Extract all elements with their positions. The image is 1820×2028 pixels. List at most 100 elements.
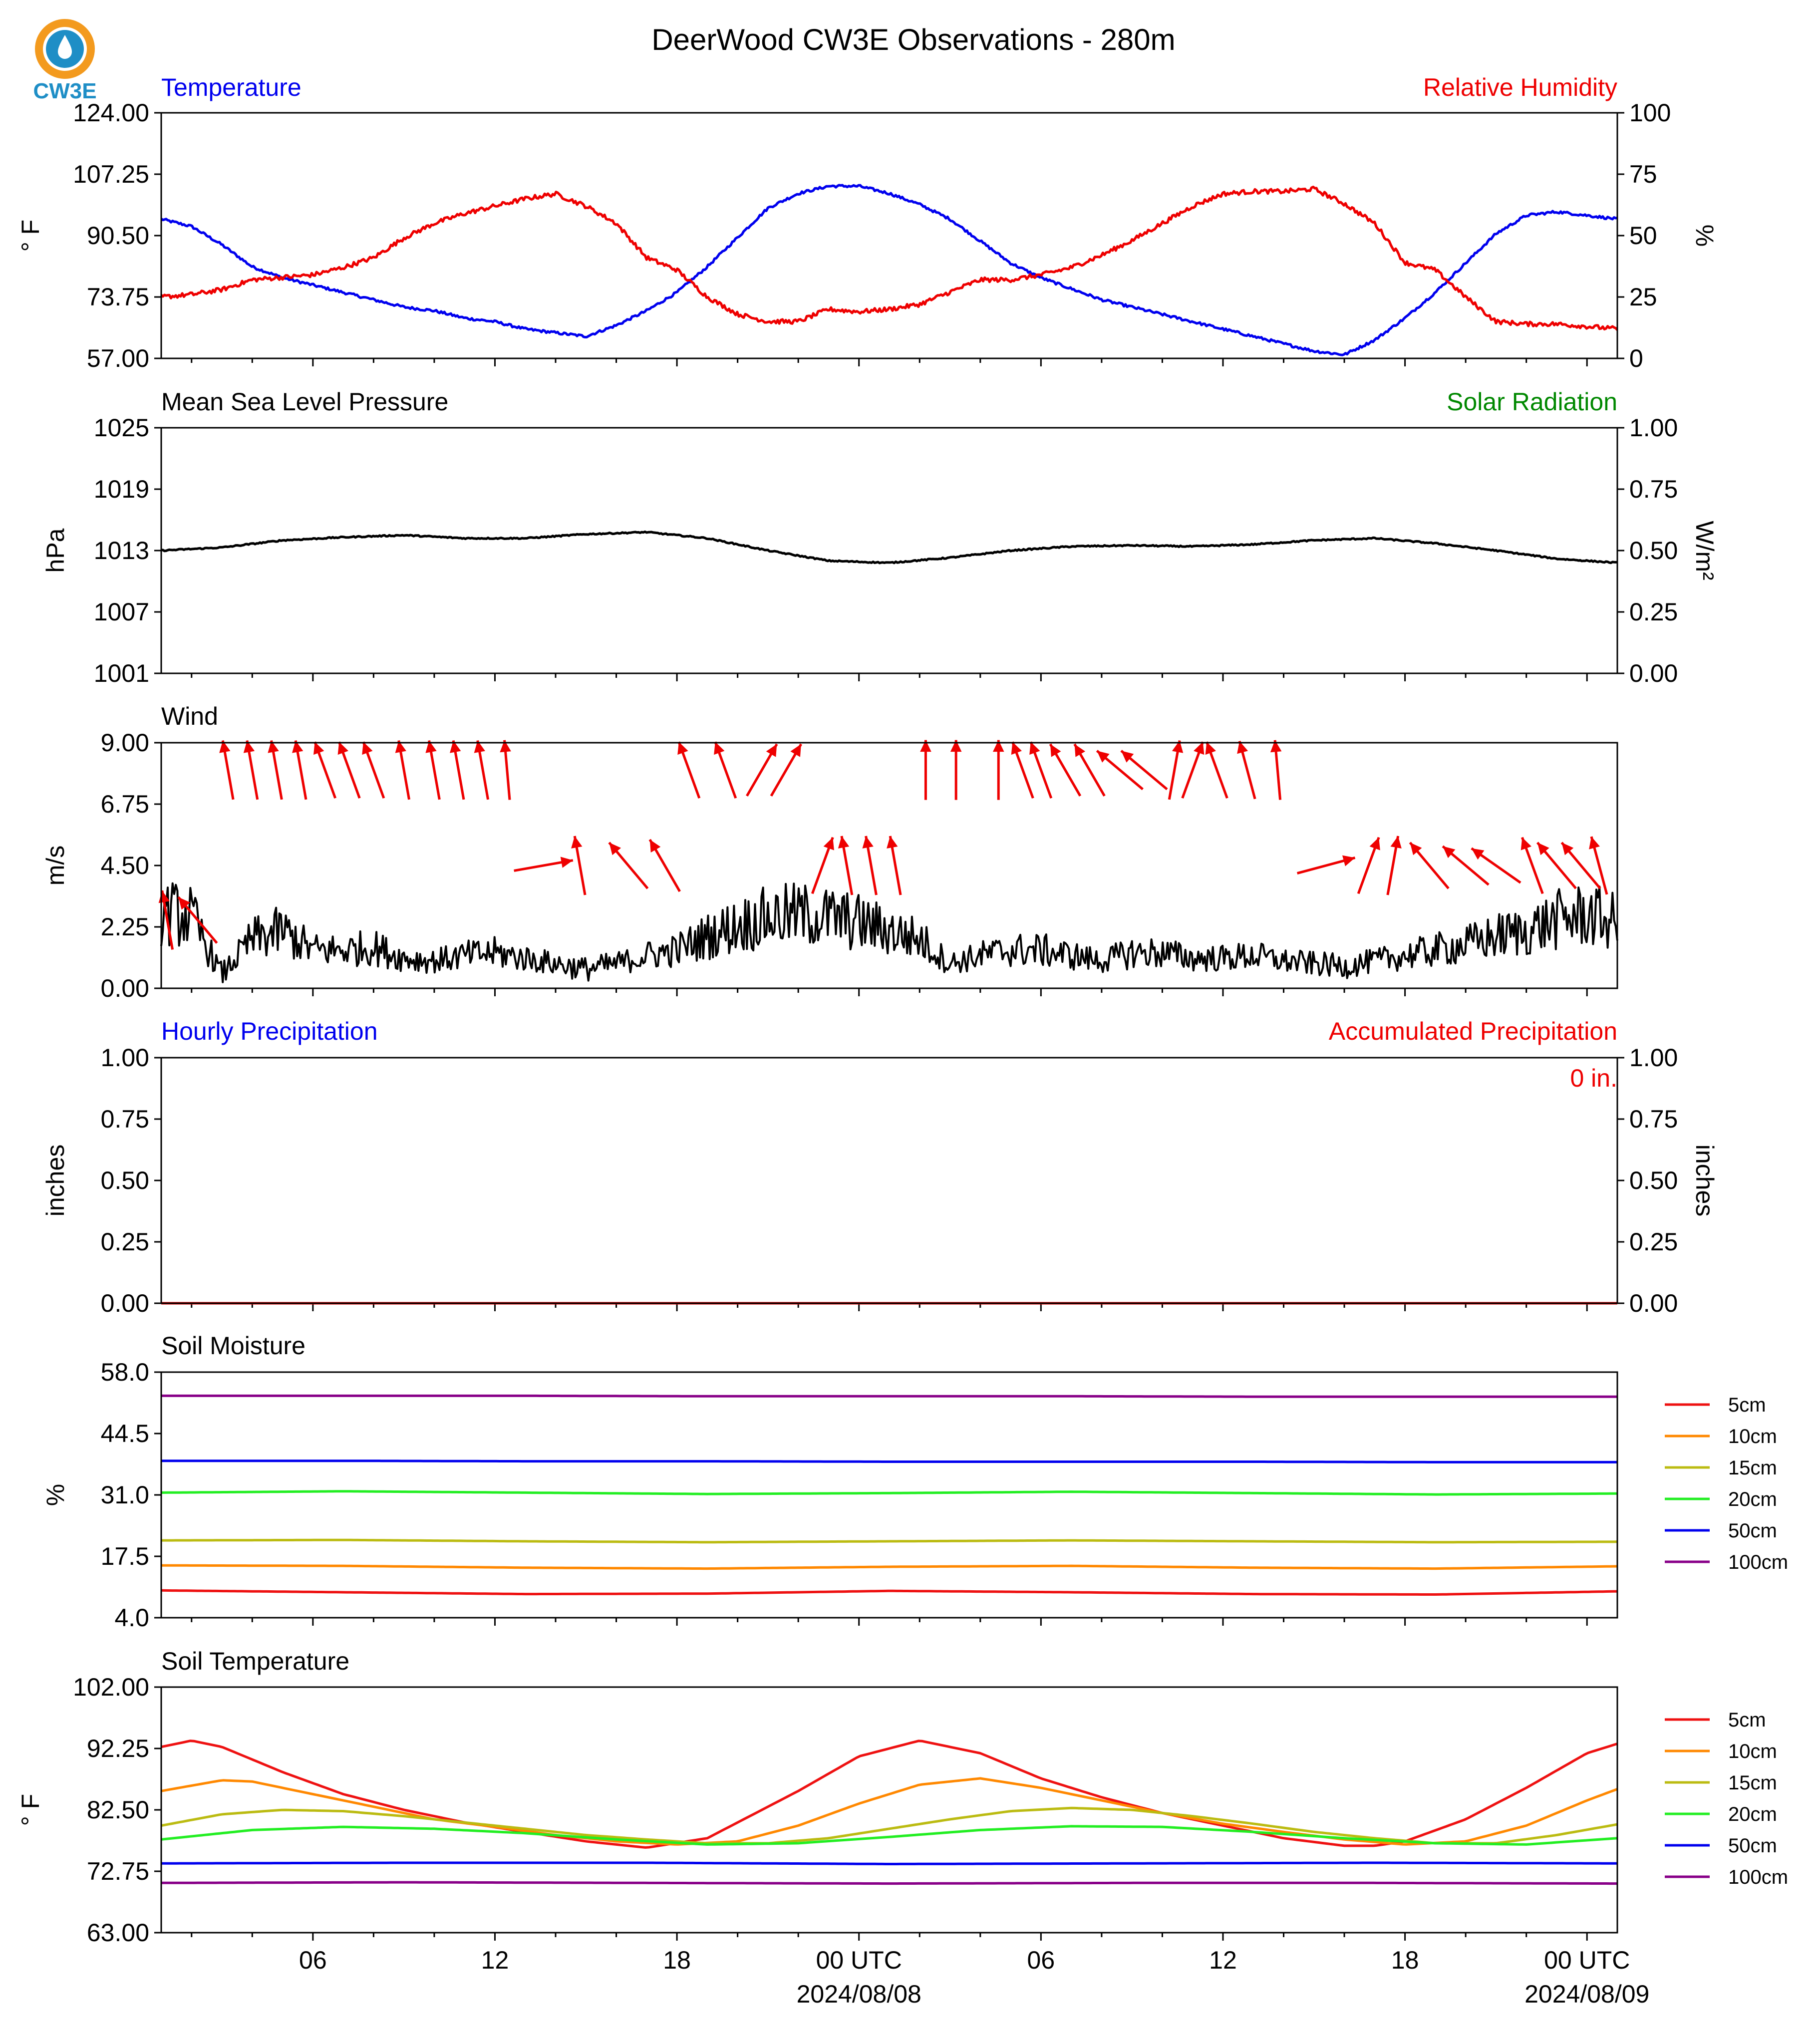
- ytick-label: 1019: [94, 475, 149, 503]
- legend-label: 50cm: [1728, 1520, 1777, 1542]
- series-line-5cm: [161, 1589, 1618, 1596]
- ytick-label: 1007: [94, 598, 149, 626]
- xtick-label: 12: [481, 1946, 509, 1974]
- legend-label: 100cm: [1728, 1551, 1788, 1573]
- legend-label: 15cm: [1728, 1457, 1777, 1479]
- ytick-label: 44.5: [101, 1420, 149, 1448]
- humidity-title: Relative Humidity: [1423, 73, 1617, 101]
- pressure-solar-panel: Mean Sea Level Pressure Solar Radiation …: [41, 388, 1719, 687]
- ytick-right-label: 0.50: [1629, 1166, 1678, 1194]
- ytick-right-label: 25: [1629, 283, 1657, 311]
- ytick-label: 2.25: [101, 913, 149, 941]
- precip-ylabel: inches: [41, 1145, 69, 1217]
- xtick-label: 06: [1027, 1946, 1055, 1974]
- wind-arrow: [425, 740, 441, 800]
- wind-arrow: [395, 740, 411, 800]
- legend-label: 100cm: [1728, 1866, 1788, 1888]
- wind-arrow: [887, 836, 902, 895]
- ytick-right-label: 1.00: [1629, 414, 1678, 442]
- shared-x-axis: 06 12 18 00 UTC 06 12 18 00 UTC 2024/08/08 2024/0…: [299, 1946, 1649, 2008]
- legend-label: 20cm: [1728, 1488, 1777, 1510]
- ytick-label: 57.00: [87, 344, 149, 372]
- accumulated-precip-title: Accumulated Precipitation: [1329, 1017, 1617, 1045]
- wind-panel: Wind 0.00 2.25 4.50 6.75 9.00 m/s: [41, 702, 1618, 1002]
- wind-arrow: [770, 743, 803, 797]
- wind-ylabel: m/s: [41, 846, 69, 886]
- xtick-label: 00 UTC: [1544, 1946, 1630, 1974]
- ytick-label: 17.5: [101, 1542, 149, 1570]
- wind-arrow: [1237, 741, 1256, 800]
- wind-arrow: [362, 741, 385, 799]
- wind-arrow: [313, 741, 337, 799]
- wind-arrow: [1536, 842, 1577, 889]
- wind-arrow: [1409, 842, 1450, 889]
- xtick-label: 18: [1391, 1946, 1419, 1974]
- wind-arrow: [268, 740, 283, 800]
- soil-moisture-plot-frame: [160, 1371, 1618, 1619]
- temperature-humidity-panel: Temperature Relative Humidity 57.00 73.75…: [16, 73, 1719, 372]
- series-line-10cm: [161, 1564, 1618, 1570]
- series-line-temperature: [160, 184, 1618, 356]
- series-line-50cm: [161, 1861, 1617, 1865]
- date-label: 2024/08/08: [797, 1980, 921, 2008]
- series-line-pressure: [161, 530, 1617, 565]
- ytick-label: 124.00: [73, 99, 149, 127]
- wind-arrow: [992, 740, 1004, 800]
- ytick-label: 0.25: [101, 1228, 149, 1256]
- temperature-ylabel: ° F: [16, 220, 44, 252]
- precip-ylabel-right: inches: [1691, 1145, 1719, 1217]
- ytick-label: 73.75: [87, 283, 149, 311]
- pressure-ylabel: hPa: [41, 528, 69, 573]
- date-label: 2024/08/09: [1524, 1980, 1649, 2008]
- solar-title: Solar Radiation: [1447, 388, 1617, 416]
- xtick-label: 18: [663, 1946, 691, 1974]
- wind-arrow: [1049, 743, 1082, 797]
- soil-temperature-title: Soil Temperature: [161, 1647, 349, 1675]
- wind-arrow: [1181, 741, 1205, 799]
- cw3e-logo: CW3E: [33, 19, 97, 103]
- ytick-label: 1001: [94, 659, 149, 687]
- series-line-15cm: [161, 1538, 1618, 1544]
- wind-arrow: [1520, 837, 1544, 894]
- wind-arrow: [474, 740, 490, 800]
- soil-moisture-ylabel: %: [41, 1484, 69, 1506]
- wind-arrow: [838, 836, 854, 895]
- legend-label: 50cm: [1728, 1835, 1777, 1857]
- wind-arrow: [337, 741, 361, 799]
- wind-arrow: [648, 839, 681, 892]
- series-line-20cm: [161, 1825, 1618, 1846]
- hourly-precip-title: Hourly Precipitation: [161, 1017, 378, 1045]
- ytick-label: 90.50: [87, 222, 149, 250]
- series-line-wind-speed: [160, 882, 1618, 983]
- wind-arrow: [811, 837, 834, 894]
- wind-arrow: [714, 741, 737, 799]
- soil-temperature-ylabel: ° F: [16, 1794, 44, 1826]
- wind-arrow: [1029, 741, 1053, 799]
- wind-arrow: [862, 836, 878, 895]
- ytick-right-label: 0.00: [1629, 1289, 1678, 1317]
- accumulated-precip-annotation: 0 in.: [1570, 1064, 1617, 1092]
- solar-ylabel: W/m²: [1691, 521, 1719, 580]
- temperature-title: Temperature: [161, 73, 302, 101]
- ytick-label: 102.00: [73, 1673, 149, 1701]
- series-line-15cm: [161, 1806, 1618, 1845]
- wind-arrow: [746, 743, 778, 797]
- pressure-title: Mean Sea Level Pressure: [161, 388, 448, 416]
- wind-arrow: [514, 857, 574, 872]
- wind-arrow: [950, 740, 962, 800]
- logo-ring-icon: [35, 19, 95, 79]
- legend-label: 10cm: [1728, 1740, 1777, 1762]
- series-line-5cm: [161, 1739, 1618, 1849]
- xtick-label: 06: [299, 1946, 327, 1974]
- soil-moisture-panel: Soil Moisture 4.0 17.5 31.0 44.5 58.0 5cm 10c…: [41, 1332, 1788, 1632]
- series-line-relative-humidity: [160, 186, 1618, 331]
- ytick-label: 9.00: [101, 729, 149, 757]
- ytick-label: 31.0: [101, 1481, 149, 1509]
- xtick-label: 00 UTC: [816, 1946, 902, 1974]
- legend-label: 15cm: [1728, 1772, 1777, 1794]
- ytick-label: 0.50: [101, 1166, 149, 1194]
- ytick-label: 1.00: [101, 1044, 149, 1072]
- series-line-100cm: [161, 1394, 1617, 1398]
- legend-label: 5cm: [1728, 1394, 1766, 1416]
